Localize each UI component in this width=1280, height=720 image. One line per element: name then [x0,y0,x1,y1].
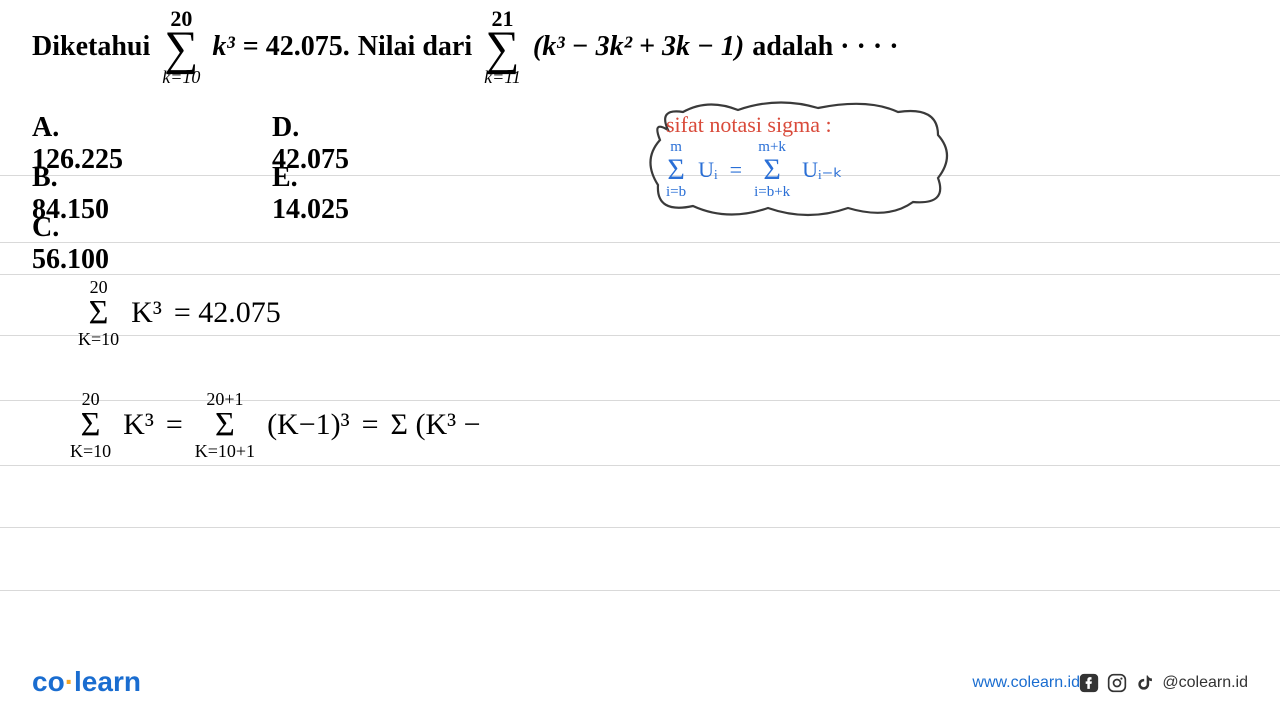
work-line-2: 20 Σ K=10 K³ = 20+1 Σ K=10+1 (K−1)³ = Σ … [70,390,481,460]
bubble-formula: m Σ i=b Uᵢ = m+k Σ i=b+k Uᵢ₋ₖ [666,140,843,200]
sum-1: 20 ∑ k=10 [162,8,200,86]
option-a: A. 126.225 [32,112,123,162]
rule-line [0,527,1280,528]
question-text: Diketahui 20 ∑ k=10 k³ = 42.075. Nilai d… [32,8,899,86]
instagram-icon [1106,672,1128,694]
rule-line [0,274,1280,275]
footer-social: @colearn.id [1078,672,1248,694]
question-tail: adalah · · · · [752,31,898,63]
rule-line [0,465,1280,466]
question-lead: Diketahui [32,31,150,63]
logo: co·learn [32,666,141,698]
sum2-body: (k³ − 3k² + 3k − 1) [533,31,744,63]
work-line-1: 20 Σ K=10 K³ = 42.075 [78,278,281,348]
option-d: D. 42.075 [272,112,349,162]
sum1-body: k³ [212,31,234,63]
hint-bubble: sifat notasi sigma : m Σ i=b Uᵢ = m+k Σ … [638,100,958,218]
rule-line [0,590,1280,591]
rule-line [0,242,1280,243]
question-mid: Nilai dari [358,31,472,63]
eq-1: = 42.075. [243,31,350,63]
sum-2: 21 ∑ k=11 [484,8,521,86]
bubble-title: sifat notasi sigma : [666,112,843,138]
footer: co·learn www.colearn.id @colearn.id [0,658,1280,698]
footer-handle: @colearn.id [1162,674,1248,692]
facebook-icon [1078,672,1100,694]
footer-url: www.colearn.id [972,674,1080,692]
tiktok-icon [1134,672,1156,694]
